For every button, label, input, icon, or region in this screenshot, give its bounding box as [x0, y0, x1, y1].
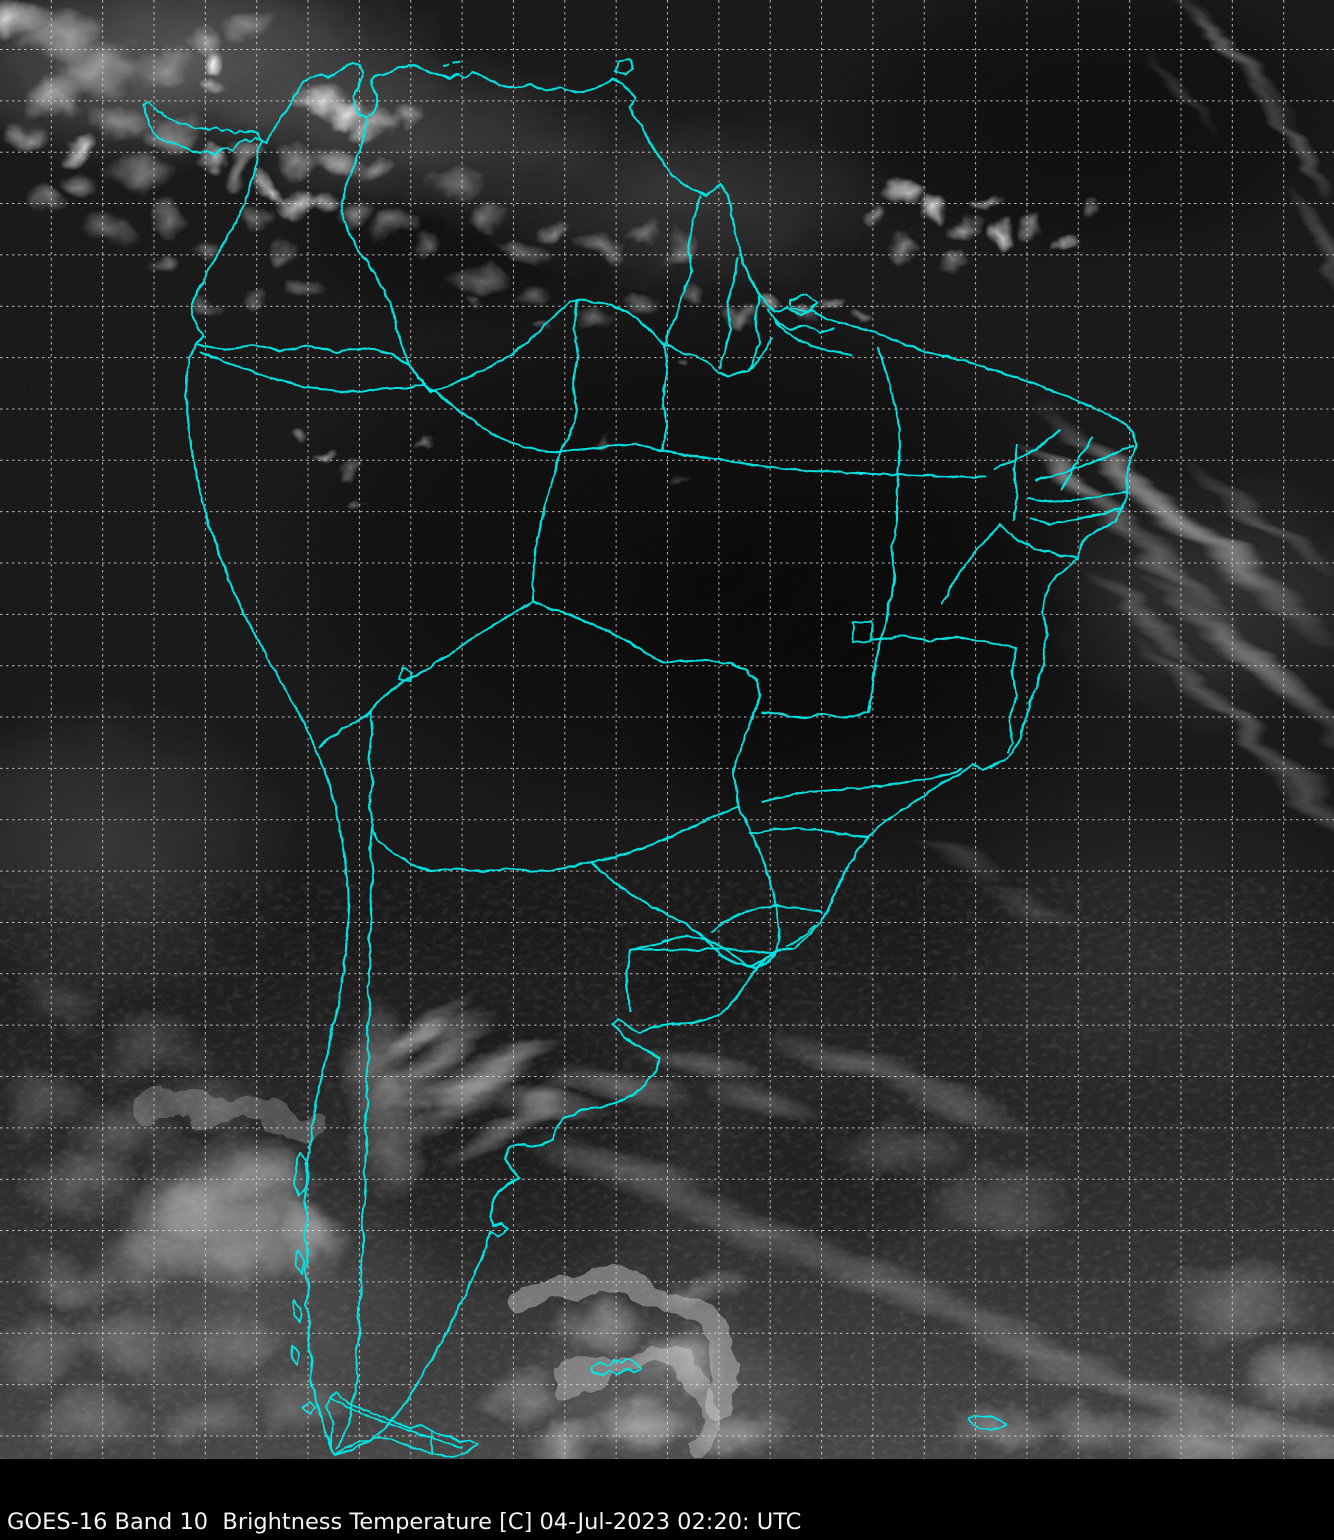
state-border-ne-6	[1011, 443, 1019, 522]
border-argentina-uruguay-river	[625, 948, 633, 1014]
border-bolivia-argentina	[370, 826, 594, 874]
state-border-ne-7	[1060, 436, 1095, 492]
islands-falklands	[591, 1357, 643, 1377]
border-colombia-peru	[422, 382, 562, 454]
border-suriname-frguiana	[746, 293, 762, 374]
state-border-ne-3	[1026, 490, 1130, 504]
border-venezuela-brazil	[430, 298, 667, 394]
state-border-ne-1	[992, 428, 1062, 470]
border-peru-brazil	[531, 450, 562, 604]
border-peru-chile	[318, 710, 372, 748]
distrito-federal	[852, 621, 872, 643]
satellite-image	[0, 0, 1334, 1459]
ir-imagery-layer	[0, 0, 1334, 1459]
state-border-goias-matogrosso	[760, 710, 870, 720]
islands-abc	[442, 60, 461, 67]
lagoon-dos-patos	[785, 924, 817, 948]
border-brazil-uruguay	[628, 947, 775, 955]
caption-text: GOES-16 Band 10 Brightness Temperature […	[7, 1509, 802, 1535]
border-paraguay-argentina	[590, 860, 779, 968]
tierra-del-fuego	[325, 1391, 479, 1458]
border-peru-bolivia	[368, 600, 535, 714]
state-border-amapa	[766, 308, 854, 357]
border-bolivia-brazil	[531, 600, 762, 808]
satellite-map	[0, 0, 1334, 1459]
state-border-amazonas-para	[660, 343, 669, 452]
state-border-east-west	[558, 442, 987, 479]
state-border-ne-5	[998, 522, 1080, 560]
state-border-bahia-minas	[869, 634, 1018, 754]
border-guianas-brazil	[663, 336, 774, 378]
border-colombia-ecuador	[194, 342, 426, 386]
state-border-tocantins	[866, 518, 899, 714]
strait-of-magellan	[329, 1397, 463, 1449]
chilean-archipelago	[290, 1151, 317, 1415]
border-venezuela-guyana	[663, 194, 702, 347]
state-border-ne-4	[1028, 506, 1124, 526]
border-argentina-brazil	[628, 934, 779, 970]
state-border-ne-2	[1034, 444, 1135, 482]
political-boundaries-overlay	[142, 59, 1138, 1458]
island-south-georgia	[967, 1415, 1007, 1431]
island-trinidad	[615, 59, 634, 75]
state-border-piaui-bahia	[940, 522, 1002, 606]
state-border-santacatarina-riograndedosul	[710, 904, 824, 934]
border-bolivia-paraguay	[590, 804, 740, 864]
border-ecuador-peru	[198, 350, 426, 394]
amazon-delta-islands	[774, 294, 836, 334]
coastline-panama	[142, 101, 263, 156]
caption-bar: GOES-16 Band 10 Brightness Temperature […	[0, 1459, 1334, 1540]
border-colombia-brazil	[558, 298, 580, 454]
state-border-saopaulo-minas	[760, 768, 962, 804]
state-border-parana	[748, 826, 870, 840]
state-border-maranhao	[876, 346, 902, 522]
border-guyana-suriname	[718, 256, 740, 370]
border-chile-argentina	[335, 710, 375, 1450]
coastline-south-america	[184, 61, 1138, 1457]
border-paraguay-brazil	[736, 804, 781, 954]
lake-titicaca	[398, 667, 413, 683]
